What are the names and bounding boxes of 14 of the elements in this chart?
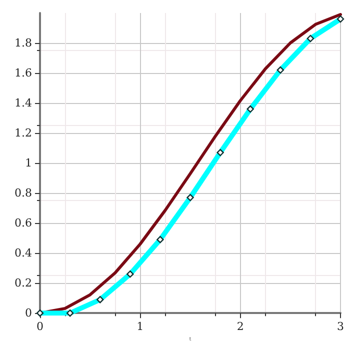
y-tick-label: 1 bbox=[25, 156, 32, 170]
y-tick-label: 0.6 bbox=[14, 216, 32, 230]
y-tick-label: 1.4 bbox=[14, 96, 32, 110]
y-tick-label: 0.4 bbox=[14, 246, 32, 260]
y-tick-label: 1.8 bbox=[14, 36, 32, 50]
x-tick-label: 1 bbox=[136, 320, 144, 334]
x-tick-label: 0 bbox=[36, 320, 44, 334]
y-tick-label: 1.2 bbox=[14, 126, 32, 140]
y-tick-label: 0.2 bbox=[14, 276, 32, 290]
x-tick-label: 3 bbox=[337, 320, 344, 334]
y-tick-label: 1.6 bbox=[14, 66, 32, 80]
y-tick-label: 0 bbox=[25, 306, 32, 320]
y-tick-label: 0.8 bbox=[14, 186, 32, 200]
x-tick-label: 2 bbox=[236, 320, 244, 334]
